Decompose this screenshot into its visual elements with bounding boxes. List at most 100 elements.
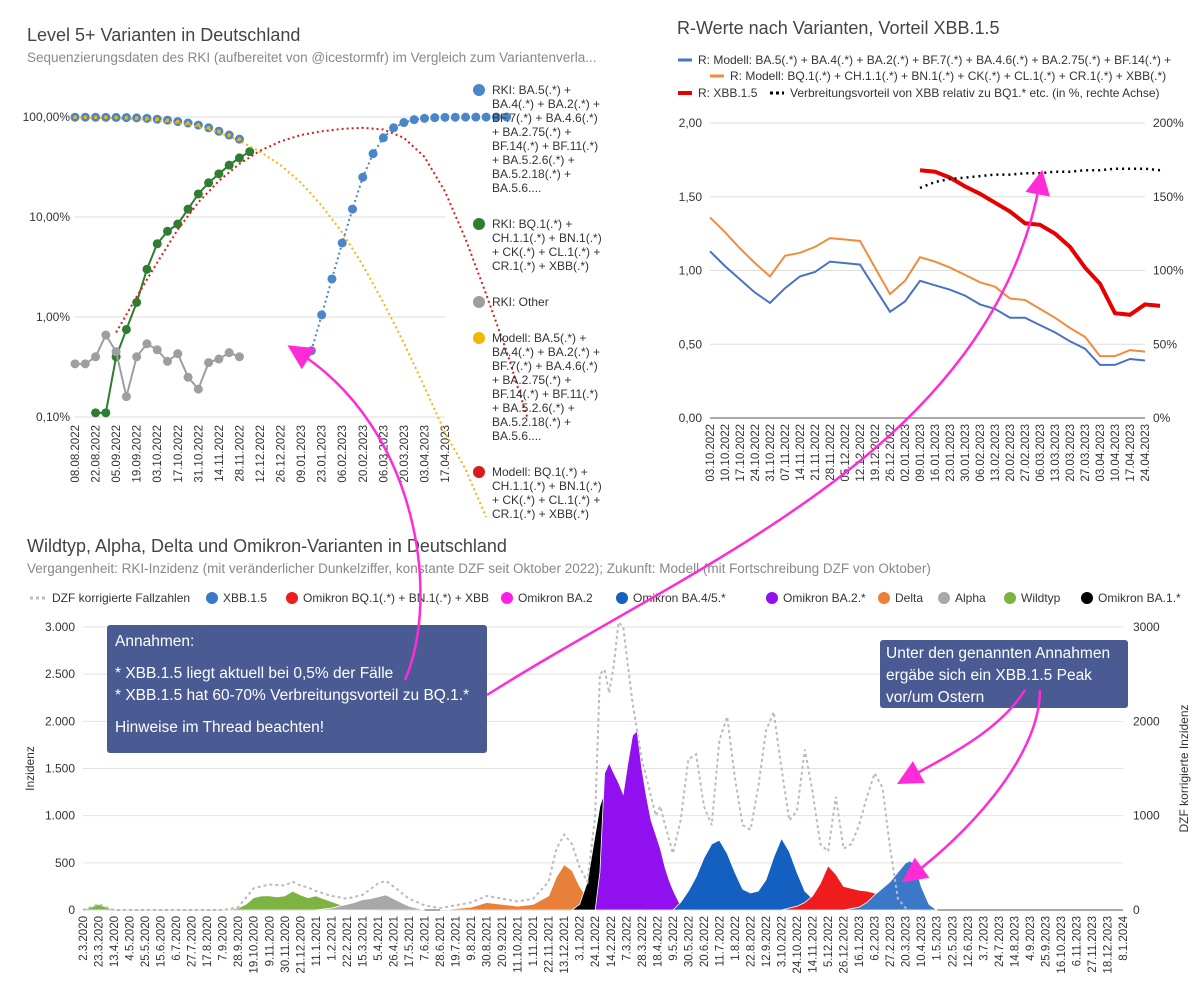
chart3-y2-tick: 1000: [1133, 809, 1160, 823]
chart2-x-tick: 12.12.2022: [855, 424, 867, 482]
chart3-x-tick: 2.3.2020: [78, 916, 90, 961]
chart3-x-tick: 1.2.2021: [326, 916, 338, 961]
chart1-y-tick: 10,00%: [29, 210, 70, 224]
chart1-data-point: [368, 149, 378, 159]
chart3-x-tick: 15.3.2021: [357, 916, 369, 967]
chart1-data-point: [183, 204, 193, 214]
chart1-x-tick: 14.11.2022: [214, 425, 226, 482]
chart1-data-point: [91, 408, 101, 418]
chart3-y-tick: 0: [68, 903, 75, 917]
chart3-x-tick: 11.7.2022: [714, 916, 726, 966]
chart2-series-line: [709, 216, 1146, 358]
chart1-subtitle: Sequenzierungsdaten des RKI (aufbereitet…: [27, 50, 597, 65]
chart1-data-point: [173, 349, 183, 359]
chart1-x-tick: 23.01.2023: [317, 425, 329, 483]
chart3-x-tick: 22.5.2023: [947, 916, 959, 967]
chart3-x-tick: 4.5.2020: [125, 916, 137, 961]
chart1-data-point: [491, 112, 501, 122]
chart2-x-tick: 10.10.2022: [720, 424, 732, 482]
chart3-x-tick: 20.9.2021: [497, 916, 509, 967]
chart2-x-tick: 07.11.2022: [780, 424, 792, 481]
chart1-data-point: [142, 264, 152, 274]
chart1-data-point: [152, 345, 162, 355]
chart1-series-dotted-line: [310, 116, 507, 351]
chart2-x-tick: 26.12.2022: [885, 424, 897, 482]
chart1-x-tick: 12.12.2022: [255, 425, 267, 483]
chart1-data-point: [378, 133, 388, 143]
chart2-y-tick: 1,50: [679, 190, 703, 204]
chart3-y-tick: 3.000: [45, 620, 75, 634]
chart1-x-tick: 03.10.2022: [152, 425, 164, 483]
chart2-y2-tick: 100%: [1153, 264, 1184, 278]
chart3-legend-swatch: [206, 592, 218, 604]
chart1-data-point: [193, 189, 203, 199]
chart3-x-tick: 28.6.2021: [435, 916, 447, 967]
chart2-x-tick: 20.02.2023: [1005, 424, 1017, 482]
chart1-data-point: [481, 112, 491, 122]
chart2-y2-tick: 200%: [1153, 116, 1184, 130]
chart3-x-tick: 7.9.2020: [218, 916, 230, 961]
chart1-data-point: [204, 178, 214, 188]
chart1-data-point: [317, 310, 327, 320]
chart1-data-point: [471, 112, 481, 122]
chart2-series-line: [919, 167, 1161, 190]
chart1-data-point: [234, 153, 244, 163]
chart1-data-point: [399, 118, 409, 128]
chart2-x-tick: 24.04.2023: [1140, 424, 1152, 482]
chart1-data-point: [101, 408, 111, 418]
chart1-legend-swatch: [473, 296, 485, 308]
chart3-x-tick: 17.8.2020: [202, 916, 214, 967]
chart1-data-point: [389, 123, 399, 133]
chart2-x-tick: 06.03.2023: [1035, 424, 1047, 482]
chart2-y2-tick: 0%: [1153, 411, 1171, 425]
chart3-x-tick: 6.7.2020: [171, 916, 183, 961]
chart2-x-tick: 03.10.2022: [705, 424, 717, 482]
chart1-data-point: [502, 112, 512, 122]
r-values-chart: 0,00 0% 0,50 50% 1,00 100% 1,50 150% 2,00 200% 03.…: [678, 53, 1184, 482]
assumptions-line-4: Hinweise im Thread beachten!: [115, 719, 325, 736]
chart3-x-tick: 20.6.2022: [699, 916, 711, 967]
chart3-x-tick: 8.1.2024: [1118, 915, 1130, 960]
chart1-data-point: [234, 352, 244, 362]
chart1-x-tick: 20.03.2023: [399, 425, 411, 483]
chart1-x-tick: 17.10.2022: [173, 425, 185, 483]
chart3-legend-label: XBB.1.5: [223, 591, 267, 605]
chart2-x-tick: 13.03.2023: [1050, 424, 1062, 482]
chart3-x-tick: 10.4.2023: [916, 916, 928, 967]
chart3-legend-label: Omikron BA.4/5.*: [633, 591, 726, 605]
chart3-legend-label: Omikron BQ.1(.*) + BN.1(.*) + XBB: [303, 591, 489, 605]
chart1-data-point: [214, 354, 224, 364]
chart3-x-tick: 4.9.2023: [1025, 916, 1037, 961]
chart1-data-point: [461, 112, 471, 122]
chart2-x-tick: 14.11.2022: [795, 424, 807, 481]
chart3-x-tick: 18.4.2022: [652, 916, 664, 967]
chart3-x-tick: 27.11.2023: [1087, 916, 1099, 973]
assumptions-note: Annahmen: * XBB.1.5 liegt aktuell bei 0,…: [107, 625, 487, 753]
chart3-x-tick: 13.4.2020: [109, 916, 121, 967]
chart3-legend-label: Alpha: [955, 591, 986, 605]
chart3-legend-swatch: [878, 592, 890, 604]
chart3-x-tick: 5.12.2022: [823, 916, 835, 967]
chart1-y-tick: 0,10%: [36, 410, 70, 424]
chart1-data-point-overlay: [196, 123, 201, 127]
chart2-x-tick: 05.12.2022: [840, 424, 852, 482]
peak-line-3: vor/um Ostern: [886, 689, 985, 706]
chart3-x-tick: 23.3.2020: [94, 916, 106, 967]
chart3-x-tick: 19.7.2021: [451, 916, 463, 967]
chart2-x-tick: 06.02.2023: [975, 424, 987, 482]
chart3-x-tick: 17.5.2021: [404, 916, 416, 967]
chart2-x-tick: 02.01.2023: [900, 424, 912, 482]
chart3-x-tick: 6.2.2023: [870, 916, 882, 961]
chart1-legend-label: Modell: BA.5(.*) + BA.4(.*) + BA.2(.*) + B…: [492, 331, 600, 443]
chart3-y-label: Inzidenz: [23, 746, 37, 791]
chart2-y-tick: 0,00: [679, 411, 703, 425]
chart2-x-tick: 28.11.2022: [825, 424, 837, 481]
peak-line-2: ergäbe sich ein XBB.1.5 Peak: [886, 667, 1092, 684]
chart1-data-point: [132, 352, 142, 362]
chart3-x-tick: 26.12.2022: [839, 916, 851, 974]
chart3-x-tick: 19.10.2020: [249, 916, 261, 974]
chart1-data-point: [163, 356, 172, 366]
chart1-data-point: [204, 358, 214, 368]
chart1-data-point: [101, 330, 111, 340]
chart3-legend-swatch: [501, 592, 513, 604]
